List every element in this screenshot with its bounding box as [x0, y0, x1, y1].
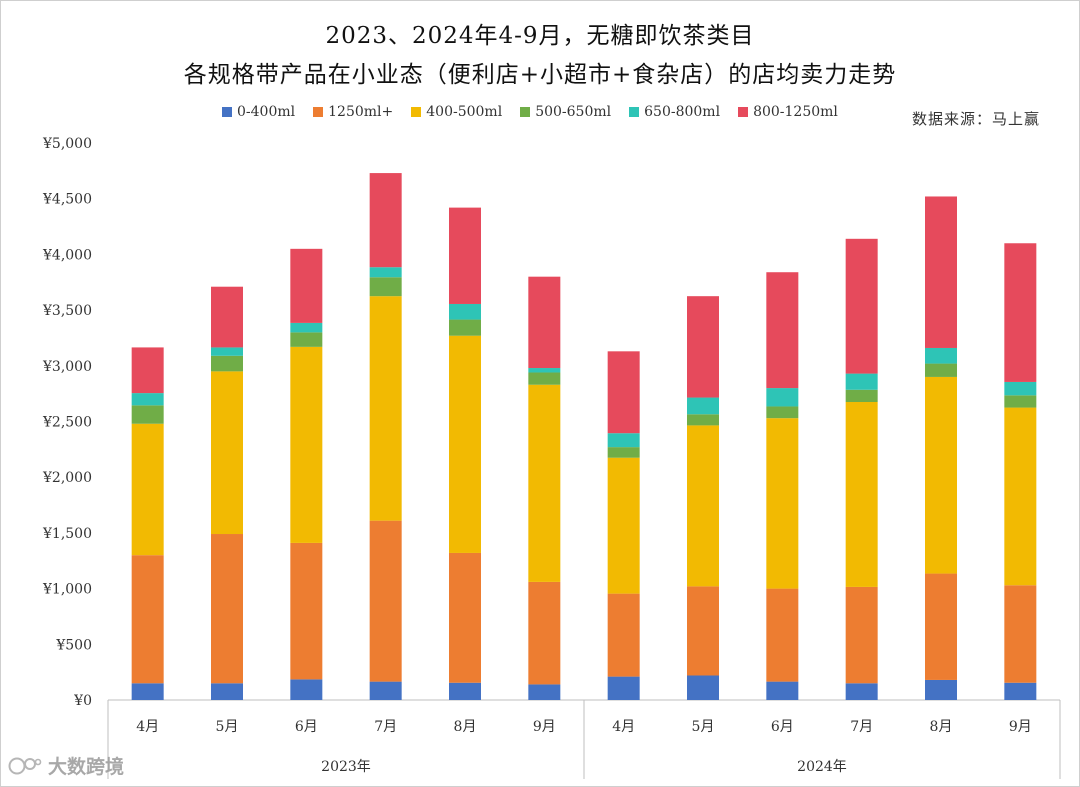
- legend-label: 800-1250ml: [753, 104, 838, 120]
- watermark-text: 大数跨境: [48, 756, 125, 778]
- legend-label: 1250ml+: [328, 104, 394, 120]
- legend-item: 500-650ml: [520, 104, 611, 120]
- legend-item: 400-500ml: [411, 104, 502, 120]
- legend-item: 800-1250ml: [738, 104, 838, 120]
- legend-label: 500-650ml: [535, 104, 612, 120]
- legend-label: 400-500ml: [426, 104, 503, 120]
- chart-legend: 0-400ml 1250ml+ 400-500ml 500-650ml 650-800m…: [222, 104, 838, 120]
- legend-label: 0-400ml: [237, 104, 296, 120]
- legend-swatch: [629, 107, 640, 117]
- legend-swatch: [313, 107, 324, 117]
- chart-title-line2: 各规格带产品在小业态（便利店+小超市+食杂店）的店均卖力走势: [183, 62, 897, 88]
- chart-title-line1: 2023、2024年4-9月，无糖即饮茶类目: [325, 23, 755, 49]
- watermark-logo-icon: [8, 757, 42, 774]
- legend-swatch: [411, 107, 422, 117]
- legend-label: 650-800ml: [644, 104, 721, 120]
- legend-swatch: [520, 107, 531, 117]
- legend-item: 650-800ml: [629, 104, 720, 120]
- data-source-note: 数据来源：马上赢: [912, 110, 1041, 128]
- watermark: 大数跨境: [8, 752, 124, 779]
- legend-item: 1250ml+: [313, 104, 393, 120]
- legend-swatch: [738, 107, 749, 117]
- legend-swatch: [222, 107, 232, 117]
- legend-item: 0-400ml: [222, 104, 295, 120]
